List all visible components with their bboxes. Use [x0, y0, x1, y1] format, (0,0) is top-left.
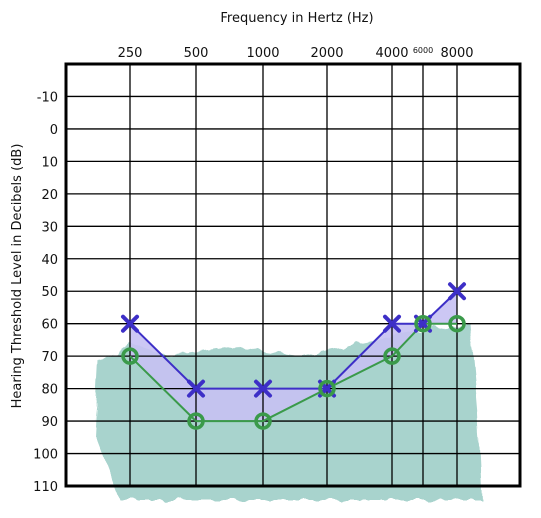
y-tick-label: 30 — [41, 220, 58, 235]
grid — [66, 64, 520, 486]
o-marker — [187, 412, 205, 430]
y-tick-label: 70 — [41, 350, 58, 365]
x-marker — [254, 379, 272, 398]
x-marker — [383, 314, 401, 333]
y-tick-label: 80 — [41, 383, 58, 398]
y-tick-label: 0 — [50, 123, 58, 138]
x-marker — [121, 314, 139, 333]
x-marker — [187, 379, 205, 398]
y-tick-label: -10 — [37, 90, 58, 105]
series-markers — [121, 282, 466, 430]
plot-frame — [64, 62, 522, 488]
y-tick-label: 40 — [41, 253, 58, 268]
x-tick-label: 500 — [184, 46, 209, 61]
x-tick-label: 2000 — [310, 46, 343, 61]
hearing-loss-band — [96, 323, 482, 500]
o-marker — [121, 347, 139, 365]
x-marker — [448, 282, 466, 301]
y-tick-label: 50 — [41, 285, 58, 300]
y-tick-label: 90 — [41, 415, 58, 430]
hearing-loss-band-layer — [96, 323, 482, 500]
x-tick-label: 4000 — [375, 46, 408, 61]
y-tick-label: 110 — [33, 480, 58, 495]
y-tick-label: 100 — [33, 448, 58, 463]
o-marker — [318, 379, 336, 398]
x-tick-label: 1000 — [246, 46, 279, 61]
o-marker — [254, 412, 272, 430]
x-tick-label: 250 — [118, 46, 143, 61]
y-tick-label: 20 — [41, 188, 58, 203]
y-tick-label: 60 — [41, 318, 58, 333]
y-tick-label: 10 — [41, 155, 58, 170]
tick-labels: -10 0 10 20 30 40 50 60 70 80 90 100 110 250 500 1000 20… — [33, 46, 473, 495]
o-marker — [383, 347, 401, 365]
x-tick-label: 6000 — [413, 46, 433, 55]
o-marker — [414, 314, 432, 333]
y-axis-title: Hearing Threshold Level in Decibels (dB) — [10, 144, 25, 409]
o-marker — [448, 314, 466, 333]
x-axis-title: Frequency in Hertz (Hz) — [220, 11, 373, 26]
x-tick-label: 8000 — [440, 46, 473, 61]
